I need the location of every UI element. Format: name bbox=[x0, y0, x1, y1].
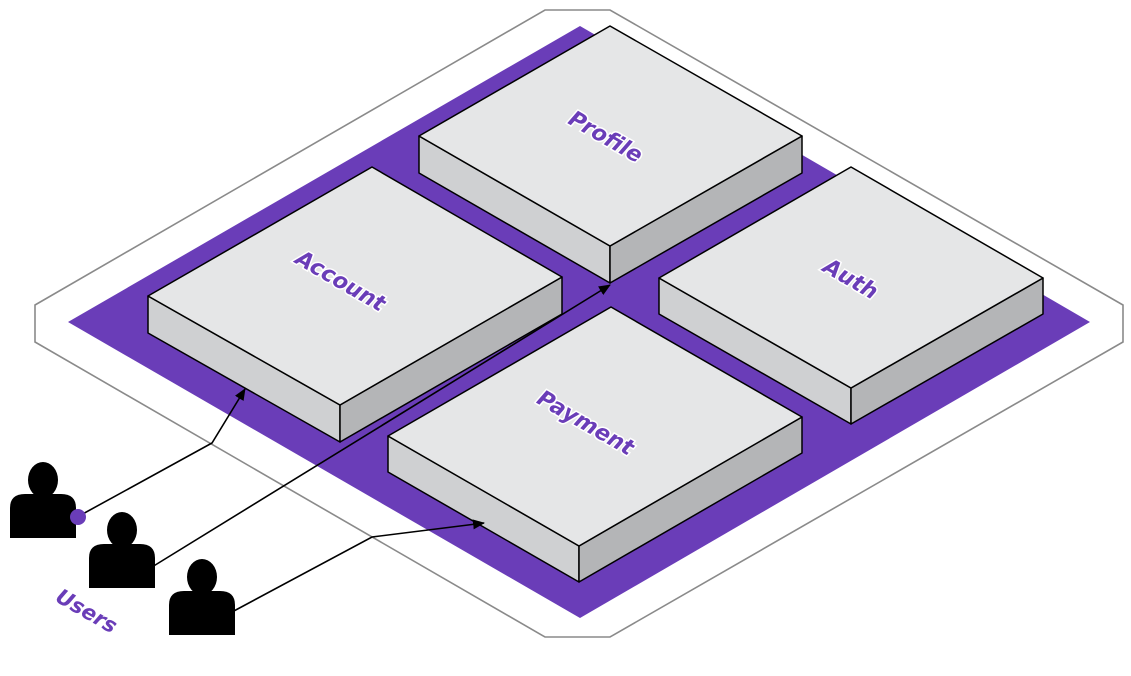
module-account-block[interactable] bbox=[147, 166, 563, 443]
block-top-face bbox=[658, 166, 1044, 389]
user-icon bbox=[89, 512, 155, 588]
module-payment-block[interactable] bbox=[387, 306, 803, 583]
users-label: Users bbox=[52, 584, 122, 638]
user-icon bbox=[10, 462, 76, 538]
connection-users-to-profile bbox=[151, 284, 611, 568]
connection-origin-dot bbox=[70, 509, 86, 525]
users-group[interactable] bbox=[10, 462, 235, 635]
block-top-face bbox=[387, 306, 803, 547]
block-top-face bbox=[147, 166, 563, 406]
block-top-face bbox=[418, 25, 803, 247]
connection-users-to-account bbox=[78, 388, 246, 517]
connection-users-to-payment bbox=[231, 519, 485, 613]
module-auth-block[interactable] bbox=[658, 166, 1044, 425]
module-profile-block[interactable] bbox=[418, 25, 803, 284]
user-icon bbox=[169, 559, 235, 635]
platform bbox=[68, 26, 1090, 618]
